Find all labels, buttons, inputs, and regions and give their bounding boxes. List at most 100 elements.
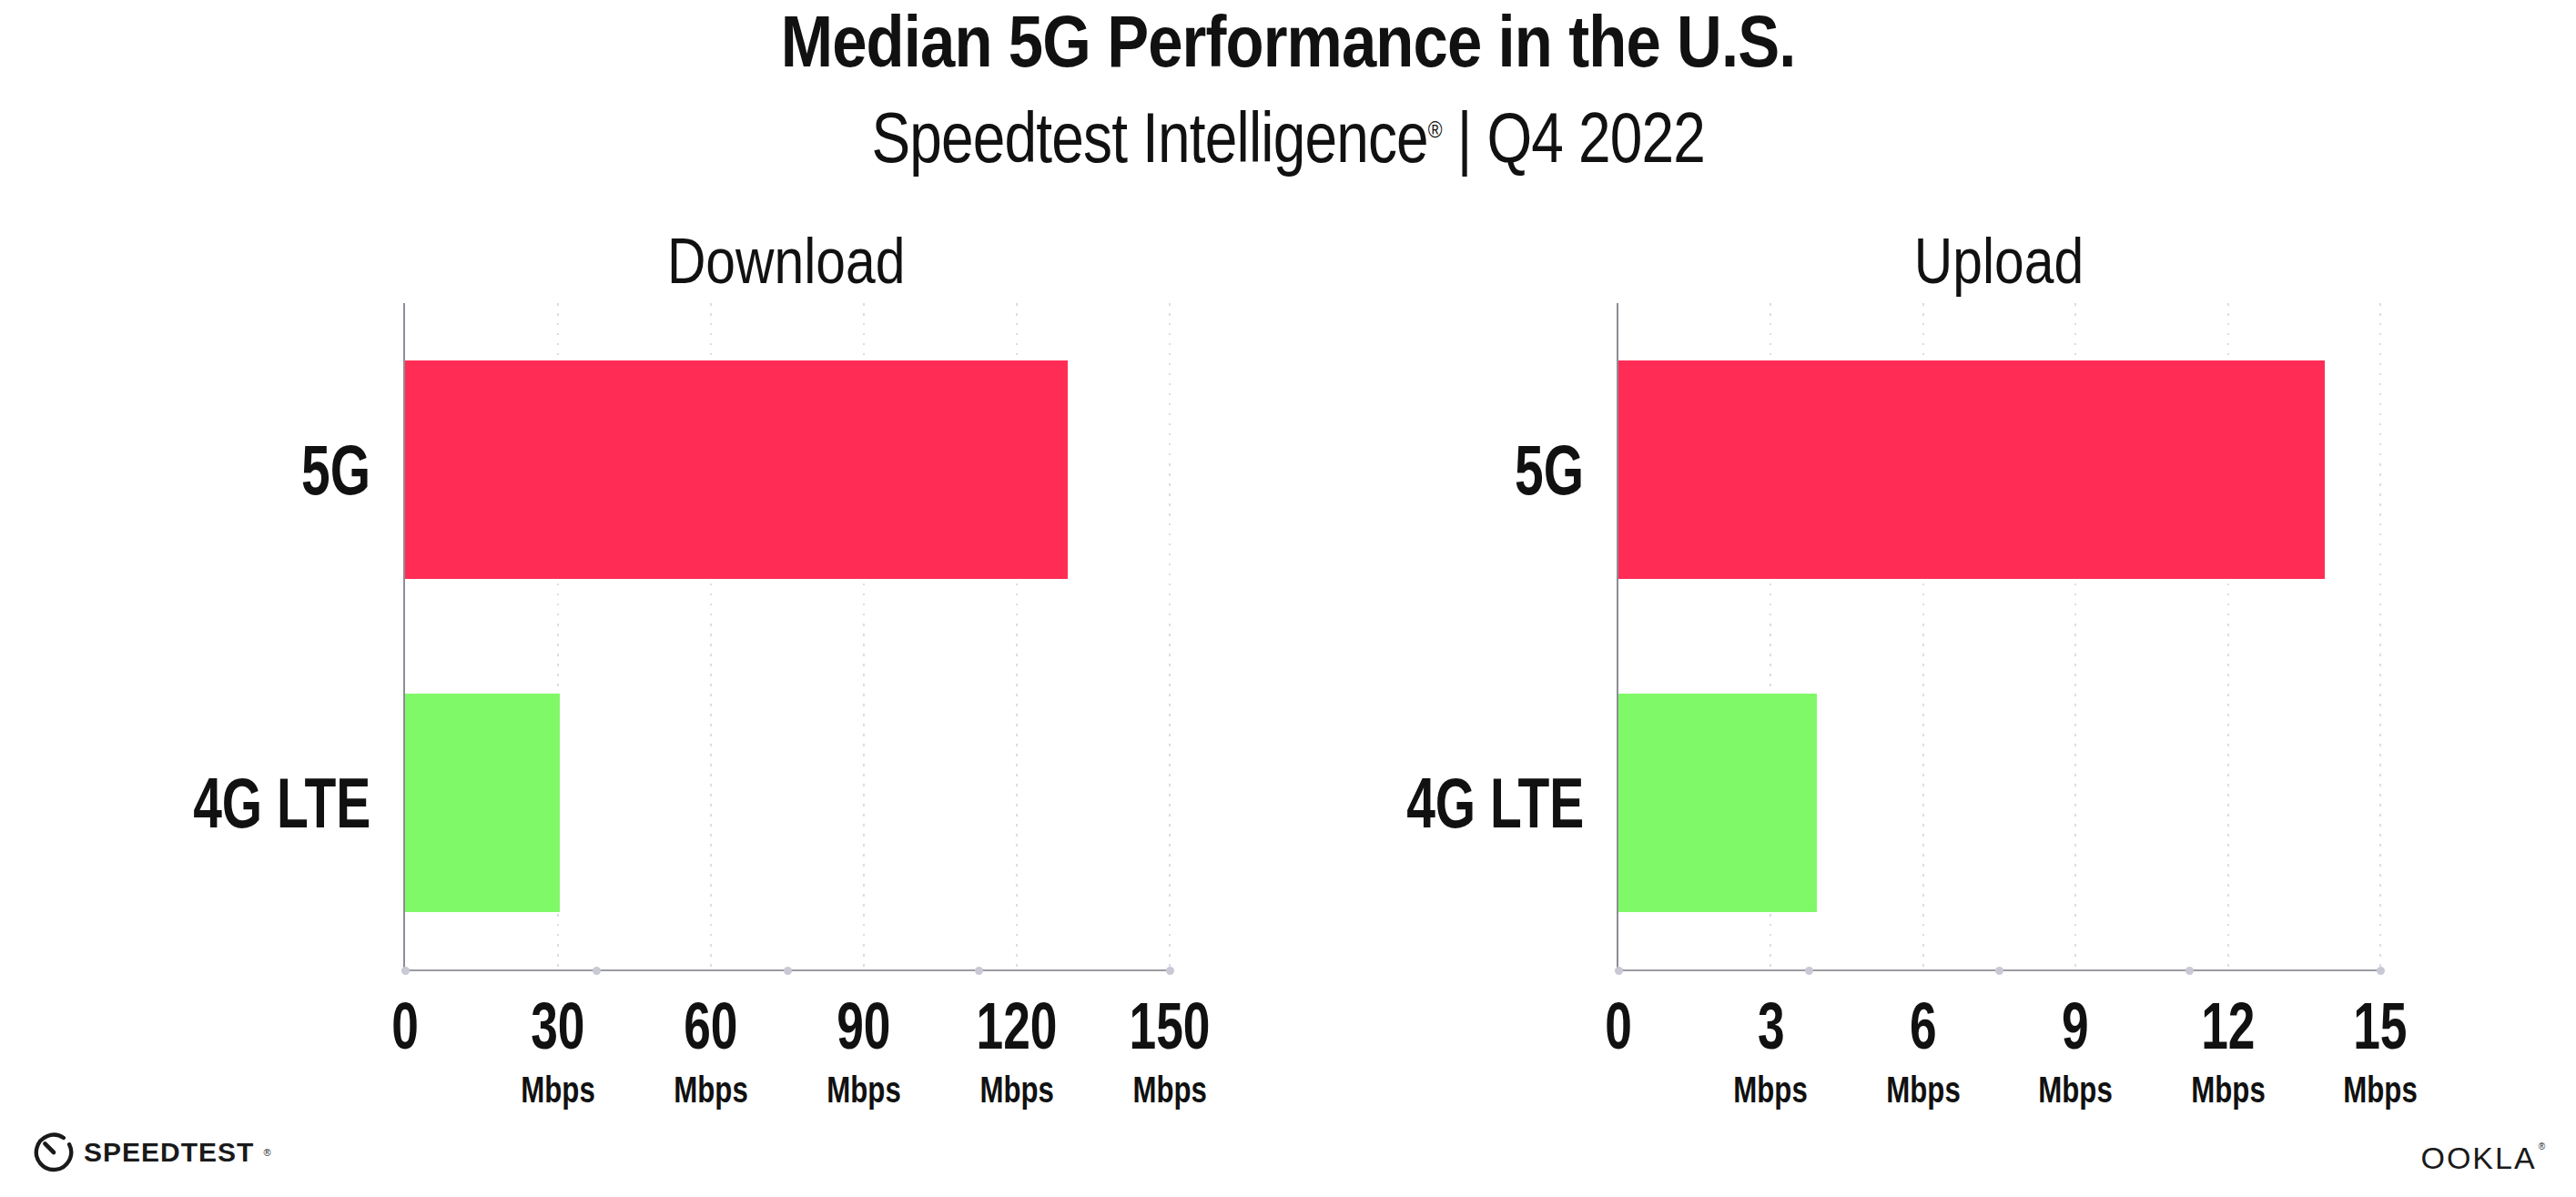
axis-tick-dot	[1805, 967, 1813, 975]
x-tick-unit: Mbps	[664, 1071, 758, 1108]
x-tick-unit: Mbps	[962, 1071, 1071, 1108]
axis-tick-dot	[1995, 967, 2003, 975]
bar-4g-lte	[1618, 694, 1817, 911]
x-tick-value-text: 90	[837, 993, 890, 1059]
axis-tick-dot	[2377, 967, 2385, 975]
page-subtitle-text: Speedtest Intelligence® | Q4 2022	[871, 102, 1705, 173]
page-subtitle: Speedtest Intelligence® | Q4 2022	[0, 102, 2576, 173]
x-tick-value: 0	[1600, 993, 1637, 1059]
category-label-text: 4G LTE	[193, 767, 370, 838]
category-label-4g-lte: 4G LTE	[127, 767, 370, 838]
plot-upload: 5G4G LTE03Mbps6Mbps9Mbps12Mbps15Mbps	[1617, 303, 2380, 971]
x-tick-0: 0	[1600, 993, 1637, 1059]
x-tick-unit-text: Mbps	[674, 1071, 747, 1108]
x-tick-value-text: 30	[531, 993, 584, 1059]
axis-tick-dot	[593, 967, 601, 975]
x-tick-150: 150 Mbps	[1115, 993, 1224, 1108]
x-tick-unit-text: Mbps	[2038, 1071, 2112, 1108]
registered-mark-icon: ®	[1428, 116, 1442, 143]
x-tick-value: 9	[2028, 993, 2123, 1059]
page-title: Median 5G Performance in the U.S.	[0, 5, 2576, 78]
x-tick-120: 120 Mbps	[962, 993, 1071, 1108]
axis-tick-dot	[1615, 967, 1623, 975]
header: Median 5G Performance in the U.S.	[0, 5, 2576, 78]
x-tick-unit-text: Mbps	[1886, 1071, 1960, 1108]
x-tick-value: 0	[387, 993, 423, 1059]
chart-title-upload: Upload	[1617, 229, 2380, 293]
ookla-registered-icon: ®	[2539, 1142, 2545, 1151]
bar-5g	[1618, 360, 2325, 578]
x-tick-unit-text: Mbps	[827, 1071, 900, 1108]
axis-tick-dot	[975, 967, 983, 975]
axis-tick-dot	[2186, 967, 2194, 975]
axis-tick-dot	[401, 967, 410, 975]
x-tick-value-text: 12	[2201, 993, 2255, 1059]
axis-tick-dot	[1166, 967, 1174, 975]
speedtest-logo: SPEEDTEST ®	[33, 1131, 270, 1173]
chart-canvas: Median 5G Performance in the U.S. Speedt…	[0, 0, 2576, 1197]
gridline	[1169, 303, 1171, 969]
x-tick-unit: Mbps	[1723, 1071, 1818, 1108]
category-label-4g-lte: 4G LTE	[1341, 767, 1584, 838]
gridline	[2379, 303, 2381, 969]
bar-5g	[405, 360, 1068, 578]
x-tick-value: 60	[664, 993, 758, 1059]
x-tick-value-text: 3	[1758, 993, 1785, 1059]
x-tick-3: 3 Mbps	[1723, 993, 1818, 1108]
x-tick-value: 30	[511, 993, 605, 1059]
x-tick-unit-text: Mbps	[521, 1071, 594, 1108]
x-tick-value-text: 0	[1605, 993, 1632, 1059]
x-tick-unit-text: Mbps	[2343, 1071, 2417, 1108]
ookla-logo: OOKLA ®	[2420, 1142, 2545, 1173]
page-title-text: Median 5G Performance in the U.S.	[781, 5, 1796, 78]
x-tick-value: 15	[2333, 993, 2428, 1059]
x-tick-12: 12 Mbps	[2180, 993, 2275, 1108]
x-tick-value: 12	[2180, 993, 2275, 1059]
x-tick-6: 6 Mbps	[1876, 993, 1971, 1108]
x-tick-value-text: 0	[391, 993, 419, 1059]
x-tick-unit: Mbps	[1115, 1071, 1224, 1108]
x-tick-value: 120	[962, 993, 1071, 1059]
ookla-wordmark: OOKLA	[2420, 1142, 2536, 1173]
x-tick-unit-text: Mbps	[1734, 1071, 1808, 1108]
subtitle-period: | Q4 2022	[1441, 97, 1704, 178]
x-tick-60: 60 Mbps	[664, 993, 758, 1108]
x-tick-15: 15 Mbps	[2333, 993, 2428, 1108]
x-tick-value: 6	[1876, 993, 1971, 1059]
x-tick-value: 150	[1115, 993, 1224, 1059]
speedtest-wordmark: SPEEDTEST	[84, 1139, 254, 1166]
x-tick-30: 30 Mbps	[511, 993, 605, 1108]
x-tick-value-text: 150	[1130, 993, 1211, 1059]
chart-title-download: Download	[403, 229, 1170, 293]
plot-download: 5G4G LTE030Mbps60Mbps90Mbps120Mbps150Mbp…	[403, 303, 1170, 971]
category-label-5g: 5G	[276, 434, 370, 505]
x-tick-unit: Mbps	[511, 1071, 605, 1108]
x-tick-value-text: 120	[977, 993, 1058, 1059]
chart-title-upload-text: Upload	[1913, 229, 2083, 293]
category-label-text: 4G LTE	[1406, 767, 1584, 838]
category-label-text: 5G	[301, 434, 370, 505]
x-tick-unit: Mbps	[1876, 1071, 1971, 1108]
x-tick-unit: Mbps	[2180, 1071, 2275, 1108]
x-tick-90: 90 Mbps	[816, 993, 911, 1108]
axis-tick-dot	[784, 967, 792, 975]
x-tick-unit-text: Mbps	[2191, 1071, 2265, 1108]
category-label-text: 5G	[1515, 434, 1584, 505]
x-tick-value: 90	[816, 993, 911, 1059]
x-tick-9: 9 Mbps	[2028, 993, 2123, 1108]
x-tick-value: 3	[1723, 993, 1818, 1059]
x-tick-value-text: 9	[2062, 993, 2089, 1059]
x-tick-unit: Mbps	[816, 1071, 911, 1108]
category-label-5g: 5G	[1489, 434, 1584, 505]
x-tick-value-text: 6	[1910, 993, 1937, 1059]
x-tick-value-text: 15	[2353, 993, 2407, 1059]
subtitle-brand: Speedtest Intelligence	[871, 97, 1427, 178]
x-tick-unit-text: Mbps	[1132, 1071, 1206, 1108]
x-tick-value-text: 60	[684, 993, 737, 1059]
x-tick-unit: Mbps	[2028, 1071, 2123, 1108]
x-tick-0: 0	[387, 993, 423, 1059]
x-tick-unit: Mbps	[2333, 1071, 2428, 1108]
bar-4g-lte	[405, 694, 560, 911]
x-tick-unit-text: Mbps	[979, 1071, 1053, 1108]
chart-title-download-text: Download	[667, 229, 906, 293]
